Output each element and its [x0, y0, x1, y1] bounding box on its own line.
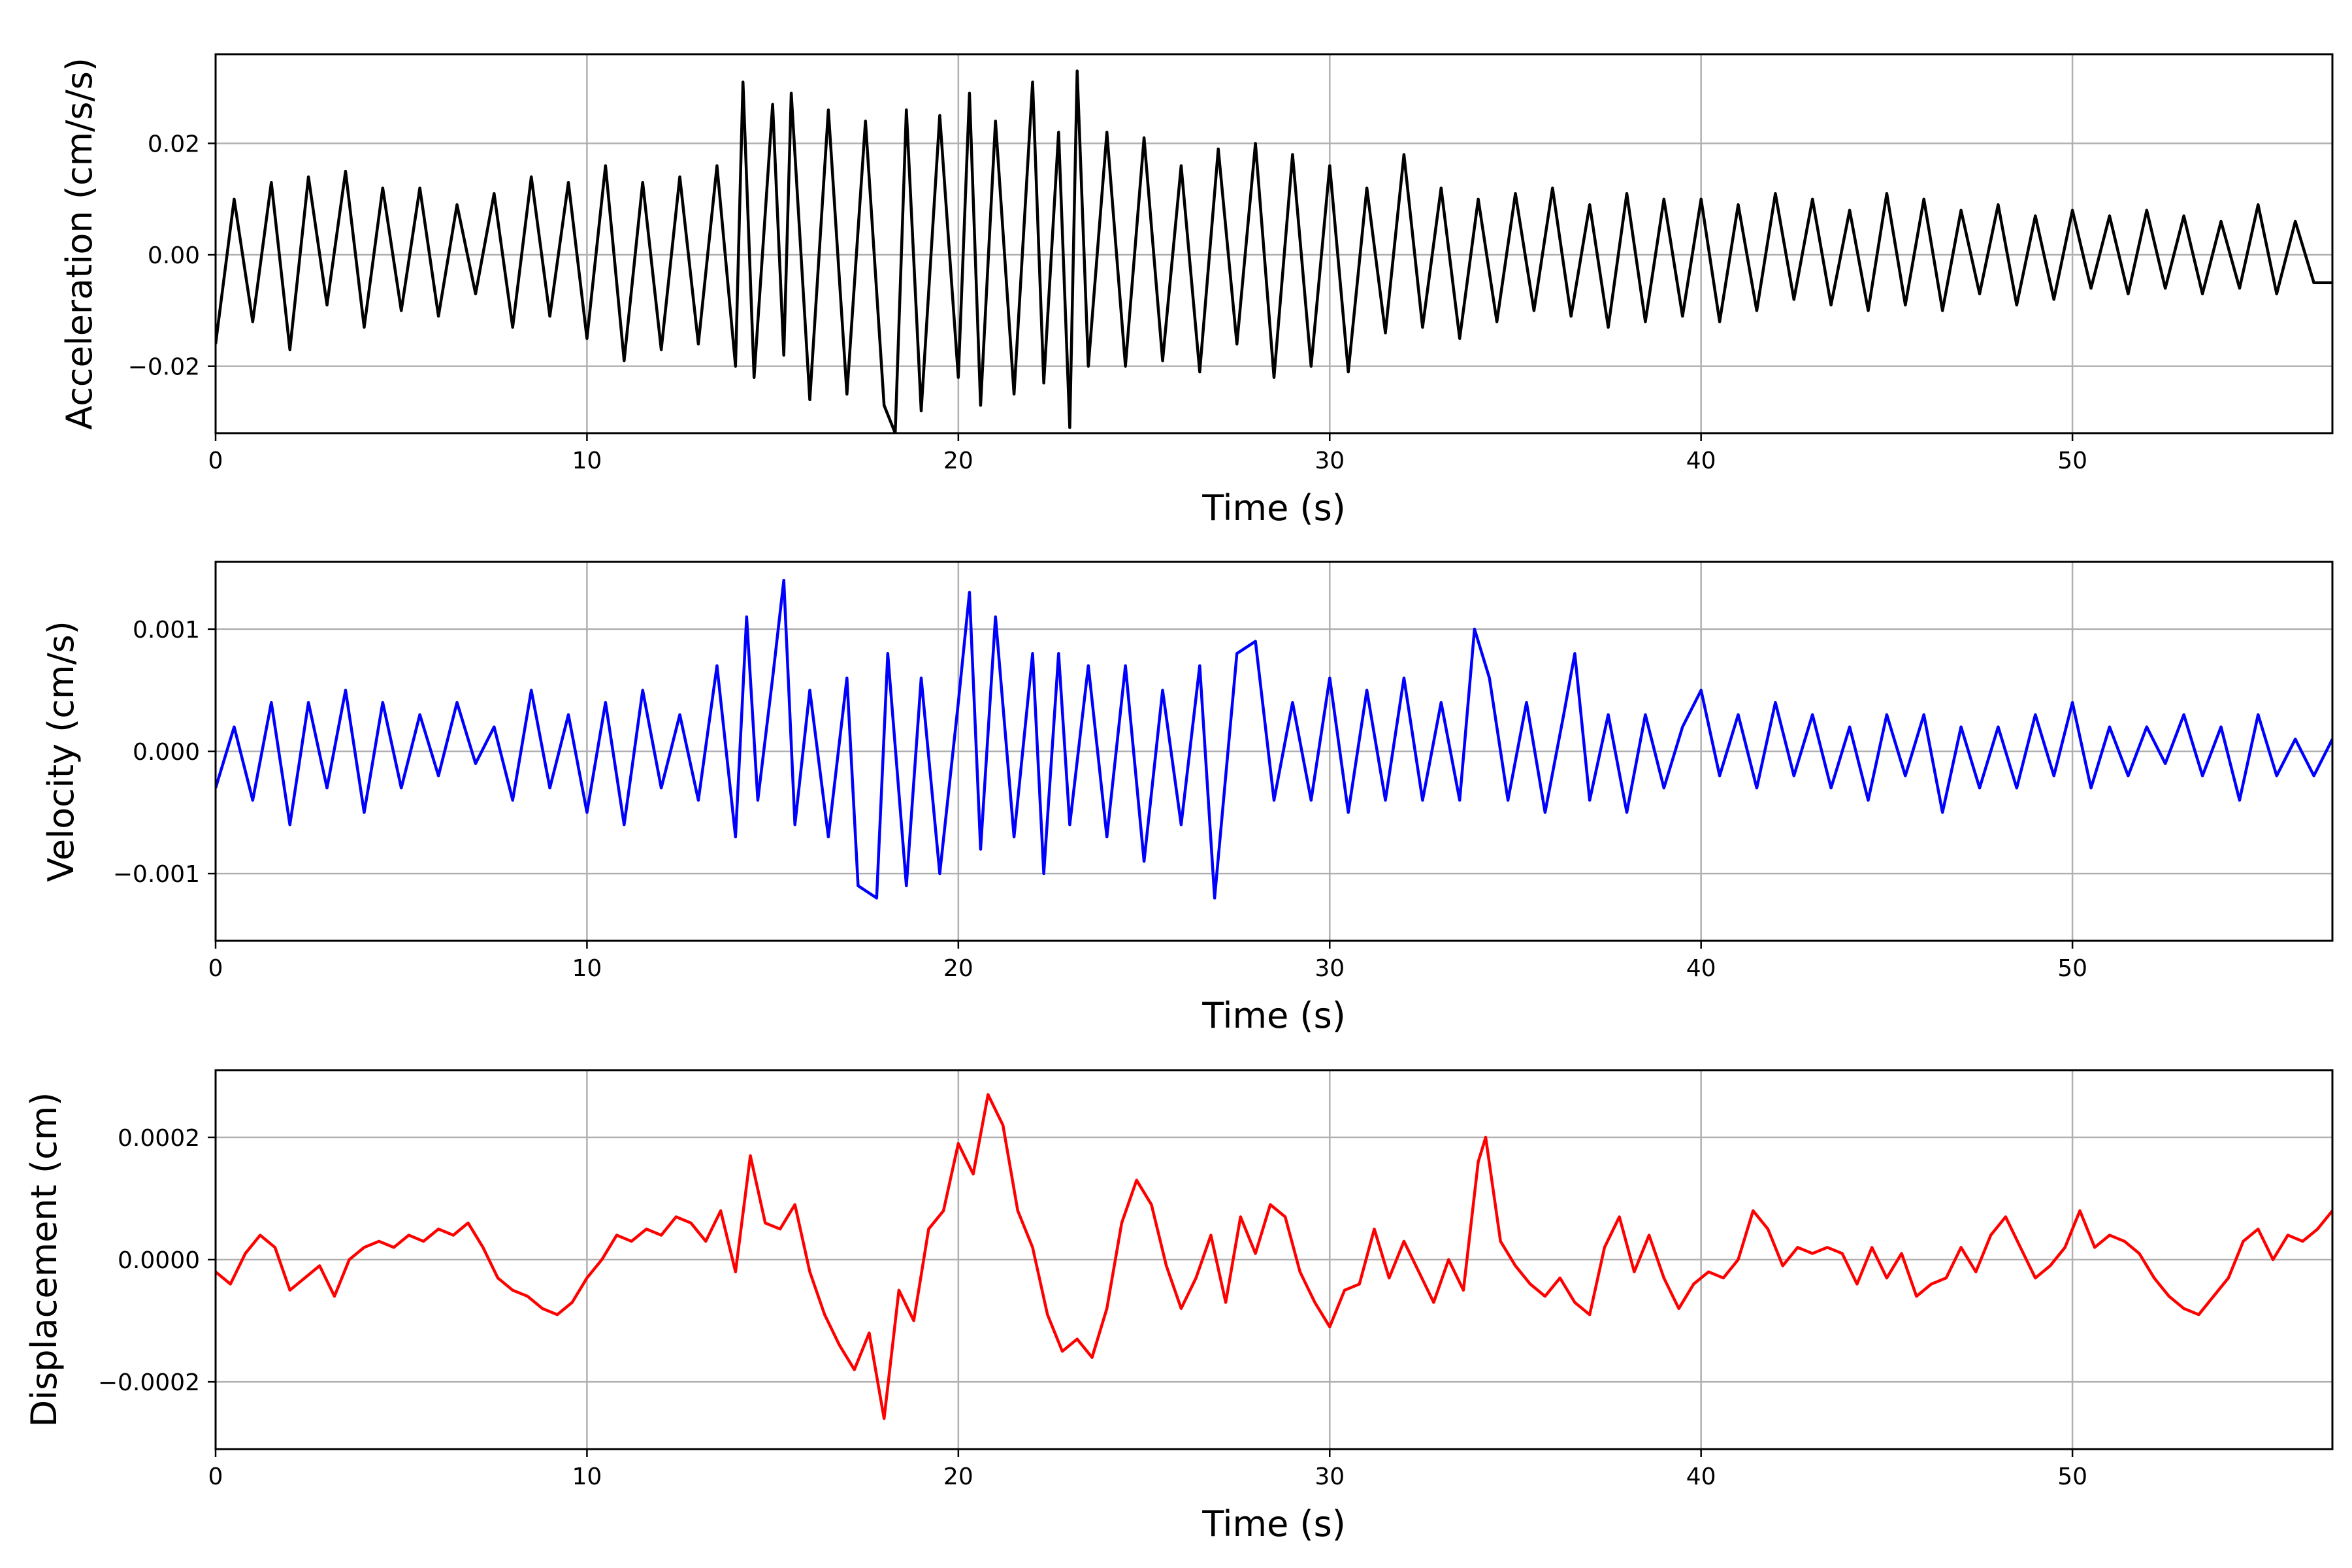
displacement-series	[216, 1093, 2332, 1420]
velocity-x-tick-label: 0	[208, 955, 223, 982]
displacement-ticks: 0 10 20 30 40 50 −0.0002 0.0000 0.0002	[98, 1125, 2087, 1490]
displacement-grid	[214, 1070, 2332, 1449]
acceleration-y-tick-label: −0.02	[128, 354, 200, 381]
displacement-x-tick-label: 10	[572, 1463, 602, 1490]
displacement-x-tick-label: 0	[208, 1463, 223, 1490]
velocity-grid	[214, 562, 2332, 941]
acceleration-x-tick-label: 10	[572, 448, 602, 474]
displacement-y-axis-label: Displacement (cm)	[24, 1092, 65, 1428]
displacement-x-tick-label: 40	[1686, 1463, 1716, 1490]
acceleration-x-axis-label: Time (s)	[1201, 487, 1346, 529]
velocity-y-tick-label: −0.001	[113, 861, 200, 888]
displacement-y-tick-label: 0.0002	[118, 1125, 200, 1152]
displacement-x-axis-label: Time (s)	[1201, 1503, 1346, 1544]
acceleration-series	[216, 69, 2332, 433]
displacement-x-tick-label: 50	[2057, 1463, 2087, 1490]
acceleration-y-tick-label: 0.00	[148, 242, 200, 269]
acceleration-grid	[214, 54, 2332, 433]
velocity-x-tick-label: 20	[943, 955, 973, 982]
acceleration-ticks: 0 10 20 30 40 50 −0.02 0.00 0.02	[128, 131, 2087, 474]
velocity-x-tick-label: 10	[572, 955, 602, 982]
displacement-x-tick-label: 20	[943, 1463, 973, 1490]
velocity-series-line	[216, 578, 2332, 900]
velocity-y-axis-label: Velocity (cm/s)	[41, 621, 82, 882]
acceleration-panel: 0 10 20 30 40 50 −0.02 0.00 0.02 Time (s) Accele…	[59, 53, 2334, 529]
acceleration-series-line	[216, 69, 2332, 433]
acceleration-x-tick-label: 40	[1686, 448, 1716, 474]
acceleration-y-axis-label: Acceleration (cm/s/s)	[59, 57, 100, 430]
velocity-panel: 0 10 20 30 40 50 −0.001 0.000 0.001 Time (s) Vel…	[41, 561, 2334, 1036]
acceleration-x-tick-label: 50	[2057, 448, 2087, 474]
acceleration-x-tick-label: 20	[943, 448, 973, 474]
velocity-y-tick-label: 0.001	[133, 617, 200, 644]
displacement-y-tick-label: −0.0002	[98, 1369, 200, 1396]
velocity-y-tick-label: 0.000	[133, 739, 200, 766]
velocity-x-tick-label: 40	[1686, 955, 1716, 982]
velocity-x-tick-label: 50	[2057, 955, 2087, 982]
acceleration-y-tick-label: 0.02	[148, 131, 200, 157]
velocity-ticks: 0 10 20 30 40 50 −0.001 0.000 0.001	[113, 617, 2087, 982]
displacement-x-tick-label: 30	[1315, 1463, 1345, 1490]
velocity-x-axis-label: Time (s)	[1201, 995, 1346, 1036]
velocity-series	[216, 578, 2332, 900]
displacement-series-line	[216, 1093, 2332, 1420]
acceleration-plot-frame	[214, 53, 2334, 434]
displacement-y-tick-label: 0.0000	[118, 1247, 200, 1274]
velocity-x-tick-label: 30	[1315, 955, 1345, 982]
acceleration-x-tick-label: 30	[1315, 448, 1345, 474]
acceleration-x-tick-label: 0	[208, 448, 223, 474]
